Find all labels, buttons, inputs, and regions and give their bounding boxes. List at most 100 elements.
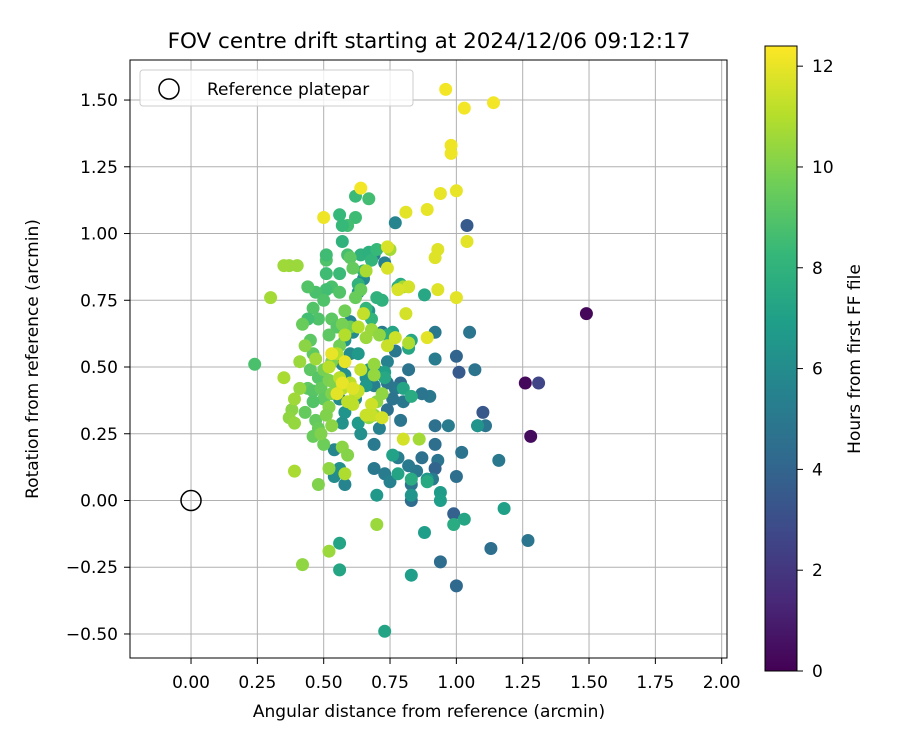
data-point — [431, 243, 445, 256]
data-point — [428, 462, 442, 475]
y-axis-ticks: −0.50 −0.25 0.00 0.25 0.50 0.75 1.00 1.25 1.50 — [66, 91, 130, 645]
data-point — [335, 376, 349, 390]
data-point — [378, 624, 392, 638]
data-point — [293, 355, 307, 369]
data-point — [380, 355, 394, 369]
data-point — [309, 352, 323, 366]
data-point — [447, 518, 461, 531]
data-point — [248, 357, 262, 371]
plot-frame — [129, 59, 728, 659]
data-point — [338, 355, 352, 369]
data-point — [335, 317, 349, 331]
data-point — [365, 253, 378, 267]
y-axis-label: Rotation from reference (arcmin) — [23, 219, 43, 499]
data-point — [460, 235, 474, 248]
colorbar-tick-label: 4 — [812, 460, 823, 480]
data-point — [476, 405, 490, 419]
x-axis-label: Angular distance from reference (arcmin) — [253, 702, 605, 722]
y-tick-label: 1.25 — [80, 158, 118, 178]
y-tick-label: 0.00 — [80, 491, 118, 511]
data-point — [402, 336, 416, 350]
data-point — [492, 453, 506, 467]
data-point — [372, 421, 386, 435]
data-point — [441, 419, 455, 433]
data-point — [319, 248, 333, 262]
data-point — [306, 301, 320, 315]
x-tick-label: 1.00 — [437, 673, 475, 693]
data-point — [354, 181, 368, 195]
data-point — [418, 526, 431, 539]
data-point — [370, 243, 384, 256]
data-point — [343, 251, 357, 265]
data-point — [457, 512, 471, 526]
data-point — [484, 542, 498, 555]
y-tick-label: −0.25 — [66, 558, 118, 578]
data-point — [354, 427, 368, 441]
data-point — [325, 347, 339, 361]
data-point — [404, 568, 418, 582]
x-tick-label: 1.75 — [636, 673, 674, 693]
data-point — [433, 187, 447, 200]
data-point — [319, 408, 333, 422]
data-point — [439, 82, 453, 96]
data-point — [420, 331, 434, 345]
data-point — [370, 518, 384, 531]
data-point — [412, 432, 426, 446]
data-point — [335, 416, 349, 430]
data-point — [306, 395, 320, 409]
data-point — [452, 365, 466, 379]
data-points — [248, 82, 593, 638]
data-point — [388, 216, 402, 230]
data-point — [428, 352, 442, 366]
data-point — [322, 462, 336, 475]
data-point — [386, 392, 400, 406]
data-point — [365, 408, 378, 422]
data-point — [298, 339, 312, 353]
data-point — [325, 419, 339, 433]
data-point — [396, 381, 410, 395]
data-point — [341, 448, 355, 462]
data-point — [288, 416, 301, 430]
data-point — [298, 405, 312, 419]
data-point — [319, 267, 333, 281]
data-point — [444, 138, 458, 152]
data-point — [264, 291, 278, 305]
data-point — [394, 413, 408, 427]
data-point — [579, 307, 593, 321]
data-point — [317, 211, 331, 224]
data-point — [367, 368, 381, 382]
data-point — [335, 235, 349, 248]
data-point — [402, 363, 416, 377]
x-tick-label: 0.75 — [371, 673, 409, 693]
data-point — [433, 494, 447, 507]
x-tick-label: 0.50 — [305, 673, 343, 693]
data-point — [349, 211, 362, 224]
colorbar-tick-label: 6 — [812, 360, 823, 380]
data-point — [449, 579, 463, 593]
data-point — [420, 475, 434, 489]
x-tick-label: 0.25 — [238, 673, 276, 693]
data-point — [370, 291, 384, 305]
data-point — [404, 472, 418, 486]
data-point — [333, 563, 347, 577]
data-point — [296, 317, 309, 331]
data-point — [449, 291, 463, 305]
data-point — [349, 291, 362, 305]
colorbar-tick-label: 8 — [812, 259, 823, 279]
data-point — [311, 312, 325, 326]
data-point — [365, 397, 378, 411]
legend: Reference platepar — [139, 69, 414, 107]
grid — [130, 60, 727, 658]
data-point — [367, 357, 381, 371]
data-point — [404, 488, 418, 502]
data-point — [447, 507, 461, 521]
x-axis-ticks: 0.00 0.25 0.50 0.75 1.00 1.25 1.50 1.75 2.00 — [172, 658, 741, 693]
data-point — [418, 288, 431, 302]
data-point — [338, 478, 352, 491]
data-point — [375, 387, 389, 401]
chart-title: FOV centre drift starting at 2024/12/06 … — [168, 29, 691, 54]
data-point — [293, 381, 307, 395]
y-tick-label: 1.00 — [80, 225, 118, 245]
data-point — [314, 427, 328, 441]
